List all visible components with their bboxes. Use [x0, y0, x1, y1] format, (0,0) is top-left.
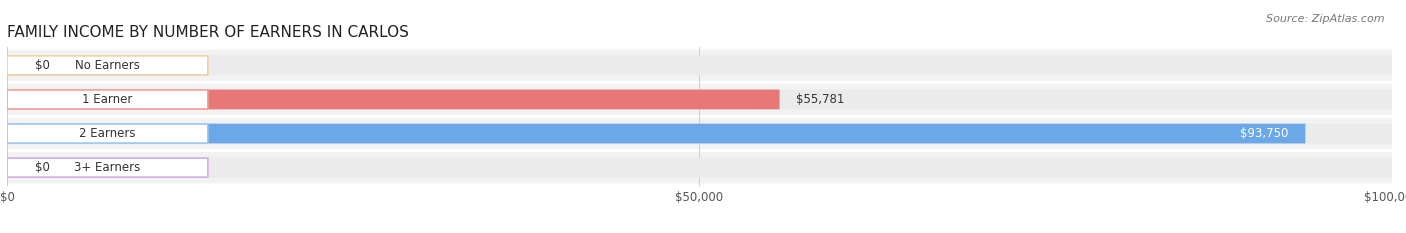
FancyBboxPatch shape — [7, 158, 18, 178]
FancyBboxPatch shape — [7, 158, 208, 177]
FancyBboxPatch shape — [7, 50, 1392, 81]
Text: $93,750: $93,750 — [1240, 127, 1289, 140]
Text: No Earners: No Earners — [75, 59, 139, 72]
FancyBboxPatch shape — [7, 55, 1392, 75]
Text: $0: $0 — [35, 161, 49, 174]
Text: FAMILY INCOME BY NUMBER OF EARNERS IN CARLOS: FAMILY INCOME BY NUMBER OF EARNERS IN CA… — [7, 25, 409, 40]
FancyBboxPatch shape — [7, 118, 1392, 149]
FancyBboxPatch shape — [7, 152, 1392, 183]
FancyBboxPatch shape — [7, 55, 18, 75]
FancyBboxPatch shape — [7, 90, 208, 109]
FancyBboxPatch shape — [7, 89, 779, 109]
Text: $55,781: $55,781 — [796, 93, 845, 106]
FancyBboxPatch shape — [7, 89, 1392, 109]
FancyBboxPatch shape — [7, 84, 1392, 115]
Text: 1 Earner: 1 Earner — [82, 93, 132, 106]
Text: 3+ Earners: 3+ Earners — [75, 161, 141, 174]
Text: $0: $0 — [35, 59, 49, 72]
FancyBboxPatch shape — [7, 124, 1392, 144]
Text: 2 Earners: 2 Earners — [79, 127, 136, 140]
FancyBboxPatch shape — [7, 124, 1305, 144]
FancyBboxPatch shape — [7, 158, 1392, 178]
FancyBboxPatch shape — [7, 56, 208, 75]
Text: Source: ZipAtlas.com: Source: ZipAtlas.com — [1267, 14, 1385, 24]
FancyBboxPatch shape — [7, 124, 208, 143]
